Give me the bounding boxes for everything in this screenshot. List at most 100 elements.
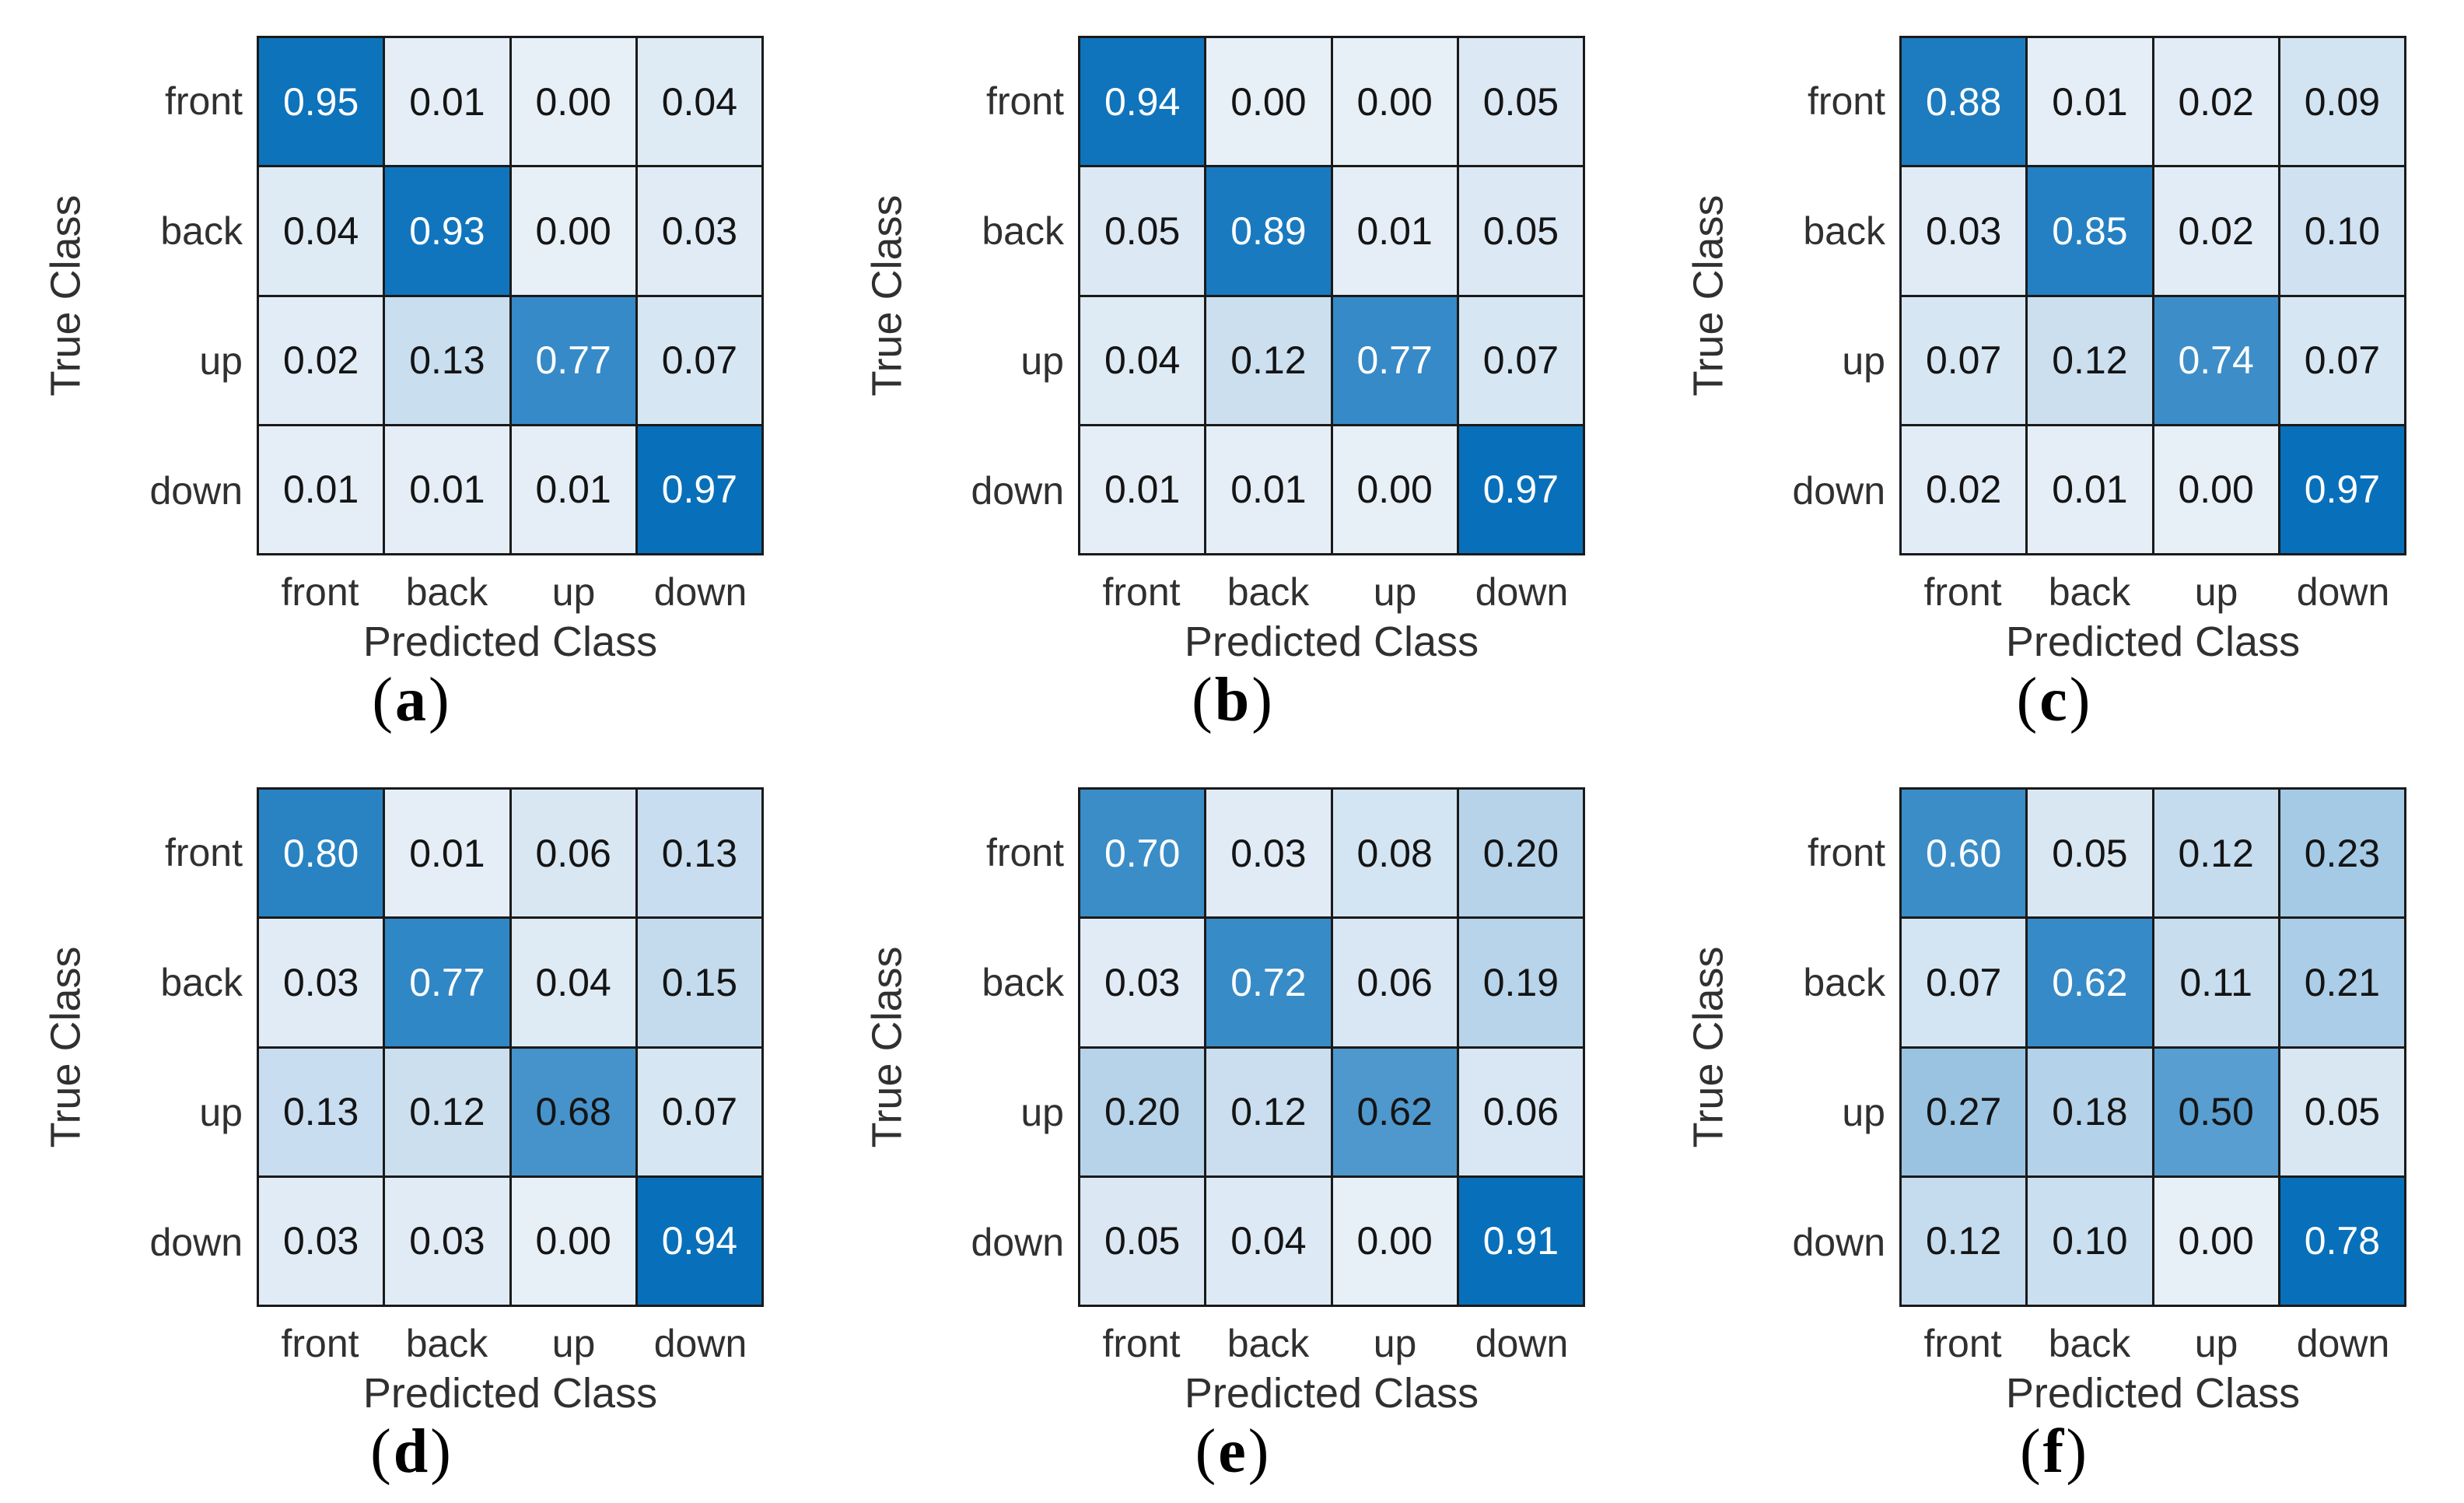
matrix-cell: 0.01 <box>385 38 509 166</box>
panel-caption: (c) <box>1674 661 2433 739</box>
caption-open-paren: ( <box>1192 665 1213 734</box>
confusion-matrix-grid: 0.95 0.01 0.00 0.04 0.04 0.93 0.00 0.03 0.02 0.13… <box>257 36 764 555</box>
caption-open-paren: ( <box>372 665 393 734</box>
confusion-matrix-grid: 0.70 0.03 0.08 0.20 0.03 0.72 0.06 0.19 0.20 0.12… <box>1078 787 1585 1307</box>
caption-letter: f <box>2042 1417 2064 1486</box>
matrix-cell: 0.97 <box>2280 426 2404 553</box>
x-tick-label: up <box>551 1322 596 1365</box>
x-tick-label: back <box>1227 570 1310 614</box>
confusion-matrix-panel: True Class front back up down 0.94 0.00 0.00 0… <box>852 12 1612 739</box>
x-tick-label: front <box>281 570 359 614</box>
x-tick-label: down <box>1475 570 1569 614</box>
matrix-cell: 0.03 <box>1206 790 1331 917</box>
matrix-cell: 0.93 <box>385 167 509 295</box>
x-tick-label: down <box>653 570 747 614</box>
matrix-cell: 0.01 <box>1206 426 1331 553</box>
confusion-matrix-panel: True Class front back up down 0.95 0.01 0.00 0… <box>31 12 790 739</box>
y-tick-label: front <box>1807 830 1885 874</box>
matrix-cell: 0.78 <box>2280 1177 2404 1305</box>
matrix-cell: 0.04 <box>1080 296 1205 424</box>
x-tick-labels: front back up down <box>1899 569 2406 614</box>
caption-letter: c <box>2039 665 2067 734</box>
x-tick-label: front <box>1923 570 2002 614</box>
y-tick-label: back <box>1803 208 1885 253</box>
matrix-cell: 0.01 <box>2028 426 2152 553</box>
matrix-cell: 0.91 <box>1458 1177 1583 1305</box>
matrix-cell: 0.00 <box>511 38 635 166</box>
matrix-cell: 0.74 <box>2154 296 2278 424</box>
y-axis-label: True Class <box>43 946 89 1148</box>
y-tick-label: back <box>1803 960 1885 1004</box>
matrix-cell: 0.88 <box>1902 38 2026 166</box>
matrix-cell: 0.62 <box>2028 919 2152 1046</box>
matrix-cell: 0.85 <box>2028 167 2152 295</box>
matrix-cell: 0.12 <box>1206 1048 1331 1175</box>
y-tick-label: up <box>1020 338 1064 383</box>
x-tick-label: up <box>2194 1322 2238 1365</box>
matrix-cell: 0.62 <box>1332 1048 1457 1175</box>
y-tick-label: front <box>985 79 1064 123</box>
matrix-cell: 0.00 <box>1332 1177 1457 1305</box>
matrix-cell: 0.01 <box>385 790 509 917</box>
y-tick-label: front <box>1807 79 1885 123</box>
y-tick-labels: front back up down <box>101 36 257 555</box>
y-axis-label: True Class <box>1685 194 1732 397</box>
y-tick-labels: front back up down <box>1744 36 1899 555</box>
matrix-cell: 0.12 <box>1902 1177 2026 1305</box>
matrix-cell: 0.00 <box>511 167 635 295</box>
caption-close-paren: ) <box>2069 665 2091 734</box>
matrix-cell: 0.03 <box>1902 167 2026 295</box>
y-axis-label: True Class <box>43 194 89 397</box>
y-tick-label: down <box>1792 1220 1885 1264</box>
x-tick-label: down <box>1475 1322 1569 1365</box>
matrix-cell: 0.06 <box>511 790 635 917</box>
matrix-cell: 0.94 <box>637 1177 761 1305</box>
matrix-cell: 0.05 <box>1458 167 1583 295</box>
y-tick-label: down <box>971 468 1064 513</box>
matrix-cell: 0.10 <box>2280 167 2404 295</box>
x-axis-label: Predicted Class <box>362 618 658 665</box>
y-tick-labels: front back up down <box>101 787 257 1307</box>
y-tick-label: back <box>160 960 243 1004</box>
matrix-cell: 0.05 <box>1080 167 1205 295</box>
matrix-cell: 0.01 <box>1332 167 1457 295</box>
x-tick-label: down <box>2296 1322 2390 1365</box>
matrix-cell: 0.02 <box>2154 38 2278 166</box>
x-tick-labels: front back up down <box>257 569 764 614</box>
y-tick-label: front <box>164 79 243 123</box>
y-tick-label: up <box>199 1090 243 1134</box>
x-axis-label: Predicted Class <box>2005 618 2301 665</box>
matrix-cell: 0.07 <box>637 1048 761 1175</box>
matrix-cell: 0.03 <box>385 1177 509 1305</box>
matrix-cell: 0.68 <box>511 1048 635 1175</box>
panel-caption: (d) <box>31 1413 790 1491</box>
x-tick-labels: front back up down <box>1078 1321 1585 1365</box>
matrix-cell: 0.01 <box>259 426 383 553</box>
x-tick-label: back <box>1227 1322 1310 1365</box>
caption-letter: b <box>1214 665 1250 734</box>
matrix-cell: 0.60 <box>1902 790 2026 917</box>
matrix-cell: 0.00 <box>1332 426 1457 553</box>
matrix-cell: 0.03 <box>1080 919 1205 1046</box>
matrix-cell: 0.04 <box>1206 1177 1331 1305</box>
matrix-cell: 0.02 <box>2154 167 2278 295</box>
matrix-cell: 0.02 <box>1902 426 2026 553</box>
matrix-cell: 0.12 <box>2028 296 2152 424</box>
matrix-cell: 0.01 <box>2028 38 2152 166</box>
matrix-cell: 0.77 <box>385 919 509 1046</box>
y-tick-label: back <box>982 960 1064 1004</box>
matrix-cell: 0.04 <box>637 38 761 166</box>
matrix-cell: 0.01 <box>1080 426 1205 553</box>
y-tick-label: down <box>149 468 243 513</box>
matrix-cell: 0.20 <box>1080 1048 1205 1175</box>
matrix-cell: 0.21 <box>2280 919 2404 1046</box>
matrix-cell: 0.10 <box>2028 1177 2152 1305</box>
x-tick-label: front <box>1923 1322 2002 1365</box>
y-tick-label: back <box>982 208 1064 253</box>
y-tick-labels: front back up down <box>922 36 1078 555</box>
matrix-cell: 0.01 <box>511 426 635 553</box>
x-tick-label: front <box>1102 1322 1181 1365</box>
y-axis-label: True Class <box>1685 946 1732 1148</box>
y-tick-labels: front back up down <box>922 787 1078 1307</box>
y-tick-label: up <box>1842 1090 1885 1134</box>
